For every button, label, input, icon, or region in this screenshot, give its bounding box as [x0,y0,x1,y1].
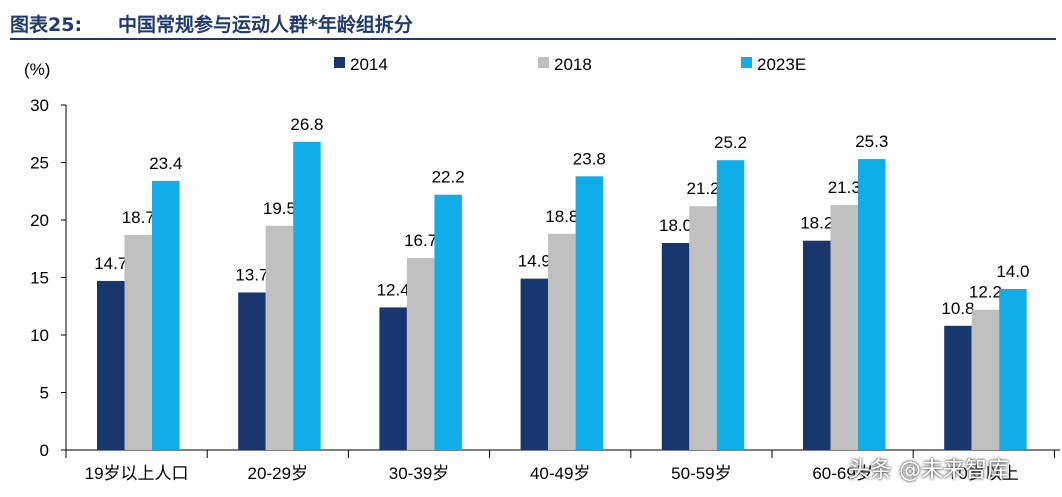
figure-label: 图表25: [10,14,83,36]
bar-2014 [238,292,266,450]
data-label-2023E: 26.8 [290,115,323,134]
bar-2014 [379,307,407,450]
data-label-2014: 14.9 [518,252,551,271]
data-label-2023E: 25.3 [855,132,888,151]
category-label: 30-39岁 [389,464,449,483]
category-label: 40-49岁 [530,464,590,483]
watermark: 头条 @未来智库 [848,458,1009,483]
y-tick-label: 25 [30,154,49,173]
data-label-2023E: 22.2 [432,168,465,187]
bar-2014 [520,278,549,450]
category-label: 60-69岁 [812,464,872,483]
category-label: 50-59岁 [671,464,731,483]
bar-2018 [406,257,435,450]
bar-2023E [999,289,1027,450]
data-label-2014: 14.7 [94,254,127,273]
data-label-2014: 18.2 [800,214,833,233]
legend-label-2023E: 2023E [757,55,806,74]
legend-label-2014: 2014 [350,55,388,74]
legend-label-2018: 2018 [554,55,592,74]
y-tick-label: 20 [30,211,49,230]
title-divider [10,38,1056,40]
data-label-2014: 12.4 [377,280,410,299]
data-label-2018: 18.7 [122,208,155,227]
bar-2023E [716,160,745,450]
data-label-2018: 16.7 [404,231,437,250]
y-tick-label: 30 [30,96,49,115]
category-label: 19岁以上人口 [85,464,189,483]
data-label-2018: 21.2 [687,179,720,198]
y-tick-label: 10 [30,326,49,345]
bar-2023E [152,180,180,450]
y-tick-label: 15 [30,269,49,288]
figure-title: 中国常规参与运动人群*年龄组拆分 [118,14,413,36]
y-tick-label: 0 [40,441,49,460]
legend-swatch-2023E [741,57,752,68]
bar-2014 [97,280,125,450]
bar-2018 [830,205,858,450]
bar-2023E [575,176,604,451]
data-label-2014: 13.7 [235,265,268,284]
bar-2023E [293,141,321,451]
bar-2014 [803,240,831,450]
y-axis-unit-label: (%) [24,60,50,79]
bar-2018 [548,233,576,450]
data-label-2018: 21.3 [828,178,861,197]
data-label-2018: 18.8 [545,207,578,226]
data-label-2023E: 23.8 [573,149,606,168]
bar-2023E [858,159,886,451]
data-label-2023E: 23.4 [149,154,182,173]
bar-2014 [944,325,972,450]
bar-2018 [265,225,294,450]
bar-2018 [971,309,1000,450]
data-label-2014: 10.8 [941,299,974,318]
y-tick-label: 5 [40,384,49,403]
category-label: 20-29岁 [248,464,308,483]
bar-2018 [689,206,717,450]
legend-swatch-2014 [334,57,345,68]
legend-swatch-2018 [538,57,549,68]
data-label-2023E: 25.2 [714,133,747,152]
bar-2018 [124,234,152,450]
data-label-2018: 19.5 [263,199,296,218]
bar-2023E [434,194,462,450]
bar-2014 [661,243,690,450]
data-label-2018: 12.2 [969,283,1002,302]
figure-header: 图表25: 中国常规参与运动人群*年龄组拆分 [0,0,1062,40]
category-label: 70岁以上 [949,464,1019,483]
data-label-2014: 18.0 [659,216,692,235]
data-label-2023E: 14.0 [996,262,1029,281]
